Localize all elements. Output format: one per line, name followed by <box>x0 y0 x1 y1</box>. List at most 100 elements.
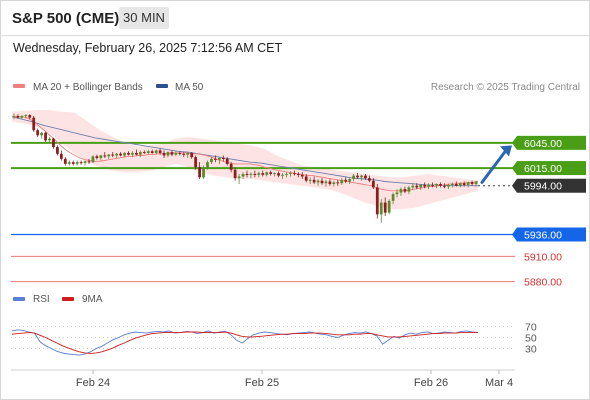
candle-body <box>261 173 265 175</box>
x-tick-label: Feb 25 <box>245 377 279 389</box>
candle-body <box>12 115 16 117</box>
level-label-5936.00: 5936.00 <box>524 230 562 242</box>
candle-body <box>221 157 225 159</box>
candle-body <box>166 152 170 156</box>
candle-body <box>375 187 379 215</box>
level-label-box-5994.00 <box>517 178 586 193</box>
candle-body <box>170 152 174 155</box>
candle-body <box>265 172 269 175</box>
candle-body <box>352 175 355 179</box>
candle-body <box>202 168 205 178</box>
candle-body <box>328 181 332 185</box>
level-label-5910.00: 5910.00 <box>524 251 562 263</box>
candle-body <box>127 152 130 155</box>
header-divider <box>0 35 590 36</box>
candle-body <box>360 175 363 178</box>
candle-body <box>56 147 59 154</box>
candle-body <box>131 152 134 155</box>
candle-body <box>63 158 67 164</box>
candle-body <box>300 174 304 177</box>
candle-body <box>257 173 261 175</box>
legend-label-bollinger: MA 20 + Bollinger Bands <box>33 82 143 93</box>
legend-swatch-9ma <box>62 297 74 301</box>
candle-body <box>99 155 103 158</box>
candle-body <box>158 150 162 153</box>
level-label-pointer <box>512 178 517 193</box>
ma50-line <box>11 116 478 187</box>
candle-body <box>87 161 91 163</box>
candle-body <box>324 181 328 184</box>
candle-body <box>154 150 158 153</box>
level-label-box-6015.00 <box>517 161 586 176</box>
candle-body <box>91 156 95 163</box>
candle-body <box>340 179 344 184</box>
candle-body <box>186 152 190 155</box>
rsi-tick-50: 50 <box>525 333 537 345</box>
candle-body <box>253 173 257 175</box>
candle-body <box>450 184 454 186</box>
level-label-box-6045.00 <box>517 135 586 150</box>
chart-datetime: Wednesday, February 26, 2025 7:12:56 AM … <box>13 41 283 55</box>
candle-body <box>403 189 407 192</box>
candle-body <box>458 183 462 186</box>
level-label-6015.00: 6015.00 <box>524 163 562 175</box>
candle-body <box>16 115 20 118</box>
candle-body <box>443 185 446 187</box>
candle-body <box>103 155 107 157</box>
candle-body <box>316 180 320 183</box>
candle-body <box>213 158 217 160</box>
candle-body <box>67 162 71 164</box>
candle-body <box>423 184 427 187</box>
candle-body <box>190 152 194 158</box>
research-credit: Research © 2025 Trading Central <box>431 82 580 93</box>
forecast-arrow-shaft <box>480 148 508 184</box>
candle-body <box>24 115 28 117</box>
candle-body <box>344 179 348 182</box>
candle-body <box>75 162 79 164</box>
candle-body <box>269 172 273 174</box>
rsi-tick-70: 70 <box>525 322 537 334</box>
candle-body <box>52 138 55 148</box>
rsi-legend: RSI 9MA <box>13 294 103 305</box>
candle-body <box>237 176 241 179</box>
candle-body <box>439 184 442 186</box>
candle-body <box>277 173 280 176</box>
price-level-labels: 6045.00 6015.00 5994.00 5936.00 5910.00 5880.… <box>512 135 586 289</box>
timeframe-button[interactable]: 30 MIN <box>119 7 169 29</box>
candle-body <box>233 169 237 179</box>
candlesticks <box>12 113 478 223</box>
x-tick-label: Feb 24 <box>76 377 110 389</box>
rsi-line <box>11 329 479 356</box>
level-label-box-5936.00 <box>517 227 586 242</box>
candle-body <box>454 184 458 186</box>
candle-body <box>304 176 308 181</box>
candle-body <box>368 178 371 181</box>
candle-body <box>435 184 438 186</box>
legend-swatch-ma50 <box>156 84 168 88</box>
candle-body <box>206 162 209 169</box>
legend-label-9ma: 9MA <box>82 294 103 305</box>
candle-body <box>79 162 83 164</box>
candle-body <box>462 183 466 185</box>
candle-body <box>364 175 367 179</box>
level-label-6045.00: 6045.00 <box>524 138 562 150</box>
candle-body <box>229 163 233 170</box>
candle-body <box>427 184 431 187</box>
candle-body <box>371 180 375 188</box>
candle-body <box>225 158 229 164</box>
candle-body <box>150 151 154 153</box>
candle-body <box>312 179 316 183</box>
main-legend: MA 20 + Bollinger Bands MA 50 Research ©… <box>13 82 580 93</box>
candle-body <box>83 161 87 164</box>
candle-body <box>194 157 198 168</box>
x-tick-label: Feb 26 <box>414 377 448 389</box>
candle-body <box>383 202 387 213</box>
candle-body <box>332 182 336 185</box>
candle-body <box>138 152 142 155</box>
candle-body <box>36 130 40 136</box>
candle-body <box>198 167 201 178</box>
bollinger-band-area <box>12 110 478 210</box>
candle-body <box>146 151 150 153</box>
candle-body <box>119 153 122 156</box>
